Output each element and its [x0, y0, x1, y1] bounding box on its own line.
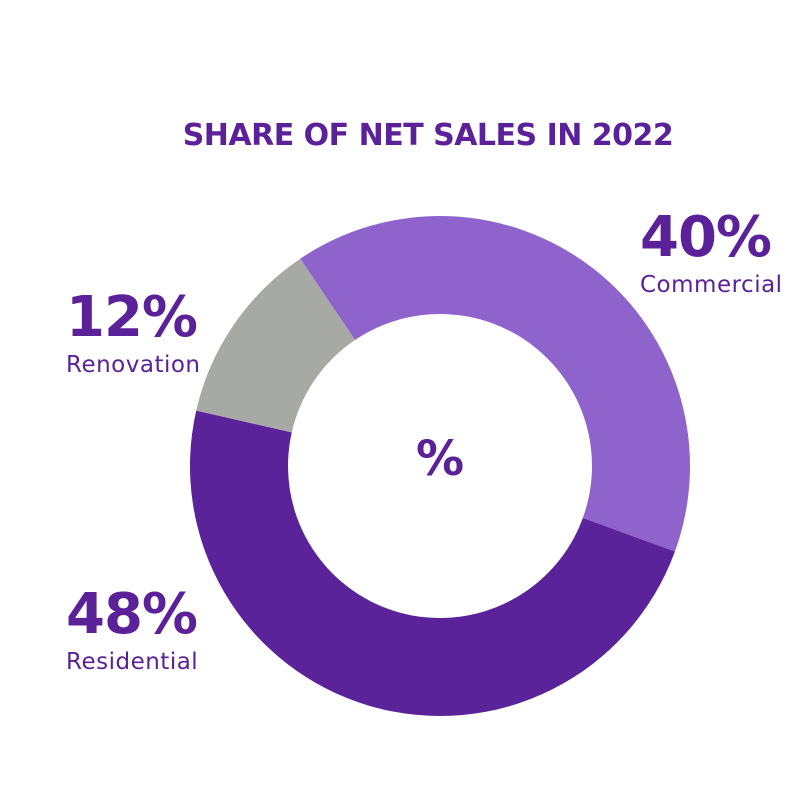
- slice-renovation: [196, 258, 356, 433]
- slice-label-commercial: Commercial: [640, 272, 783, 298]
- data-label-renovation: 12%: [66, 285, 198, 350]
- slice-residential: [189, 410, 675, 717]
- callout-commercial: 40% Commercial: [640, 205, 783, 299]
- data-label-residential: 48%: [66, 582, 198, 647]
- callout-renovation: 12% Renovation: [66, 285, 201, 379]
- chart-title: SHARE OF NET SALES IN 2022: [182, 118, 674, 153]
- slice-commercial: [300, 215, 691, 552]
- callout-residential: 48% Residential: [66, 582, 199, 676]
- slice-label-renovation: Renovation: [66, 352, 201, 378]
- data-label-commercial: 40%: [640, 205, 772, 270]
- center-label: %: [415, 431, 465, 487]
- slice-label-residential: Residential: [66, 649, 199, 675]
